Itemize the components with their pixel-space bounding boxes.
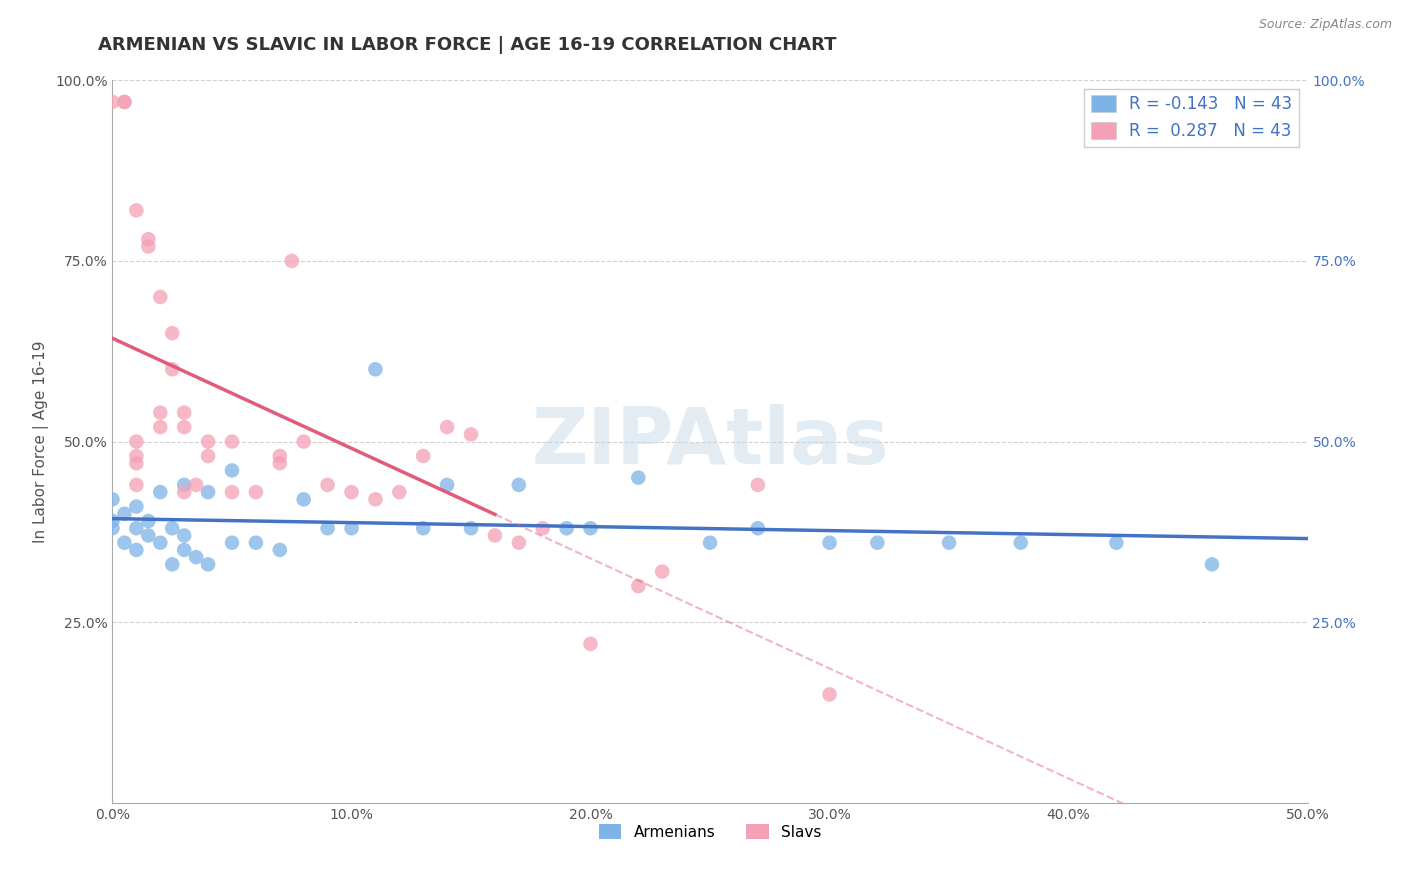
Point [627, 579, 650, 593]
Point [292, 434, 315, 449]
Point [101, 492, 124, 507]
Point [101, 521, 124, 535]
Point [173, 406, 195, 420]
Point [114, 95, 135, 109]
Point [747, 521, 769, 535]
Point [364, 362, 387, 376]
Point [1201, 558, 1223, 572]
Point [138, 232, 160, 246]
Point [245, 535, 267, 549]
Point [162, 558, 183, 572]
Point [221, 434, 243, 449]
Point [269, 449, 291, 463]
Point [114, 95, 135, 109]
Point [484, 528, 506, 542]
Point [531, 521, 554, 535]
Point [364, 492, 387, 507]
Point [149, 420, 172, 434]
Y-axis label: In Labor Force | Age 16-19: In Labor Force | Age 16-19 [34, 340, 49, 543]
Point [125, 434, 148, 449]
Point [173, 528, 195, 542]
Point [316, 478, 339, 492]
Point [125, 449, 148, 463]
Point [173, 478, 195, 492]
Point [412, 521, 434, 535]
Point [1105, 535, 1128, 549]
Point [114, 507, 135, 521]
Text: ARMENIAN VS SLAVIC IN LABOR FORCE | AGE 16-19 CORRELATION CHART: ARMENIAN VS SLAVIC IN LABOR FORCE | AGE … [98, 36, 837, 54]
Point [460, 521, 482, 535]
Point [125, 521, 148, 535]
Point [340, 485, 363, 500]
Point [138, 514, 160, 528]
Point [162, 326, 183, 340]
Point [149, 290, 172, 304]
Point [388, 485, 411, 500]
Text: Source: ZipAtlas.com: Source: ZipAtlas.com [1258, 18, 1392, 31]
Point [173, 485, 195, 500]
Point [508, 535, 530, 549]
Point [651, 565, 673, 579]
Point [627, 470, 650, 484]
Point [579, 521, 602, 535]
Point [818, 687, 841, 701]
Point [149, 485, 172, 500]
Point [173, 420, 195, 434]
Point [221, 463, 243, 477]
Point [555, 521, 578, 535]
Point [162, 362, 183, 376]
Point [149, 406, 172, 420]
Point [269, 542, 291, 557]
Point [699, 535, 721, 549]
Point [114, 535, 135, 549]
Point [186, 550, 208, 565]
Point [197, 434, 219, 449]
Point [340, 521, 363, 535]
Point [101, 95, 124, 109]
Point [579, 637, 602, 651]
Point [316, 521, 339, 535]
Point [412, 449, 434, 463]
Point [125, 478, 148, 492]
Point [1010, 535, 1032, 549]
Point [436, 420, 458, 434]
Point [125, 203, 148, 218]
Point [269, 456, 291, 470]
Point [149, 535, 172, 549]
Point [125, 456, 148, 470]
Point [747, 478, 769, 492]
Legend: Armenians, Slavs: Armenians, Slavs [592, 818, 828, 846]
Point [138, 528, 160, 542]
Point [866, 535, 889, 549]
Point [162, 521, 183, 535]
Point [245, 485, 267, 500]
Point [197, 449, 219, 463]
Point [281, 253, 304, 268]
Point [938, 535, 960, 549]
Point [173, 542, 195, 557]
Point [508, 478, 530, 492]
Point [186, 478, 208, 492]
Point [436, 478, 458, 492]
Point [197, 485, 219, 500]
Point [460, 427, 482, 442]
Text: ZIPAtlas: ZIPAtlas [531, 403, 889, 480]
Point [221, 535, 243, 549]
Point [818, 535, 841, 549]
Point [221, 485, 243, 500]
Point [138, 239, 160, 253]
Point [125, 500, 148, 514]
Point [197, 558, 219, 572]
Point [125, 542, 148, 557]
Point [292, 492, 315, 507]
Point [101, 514, 124, 528]
